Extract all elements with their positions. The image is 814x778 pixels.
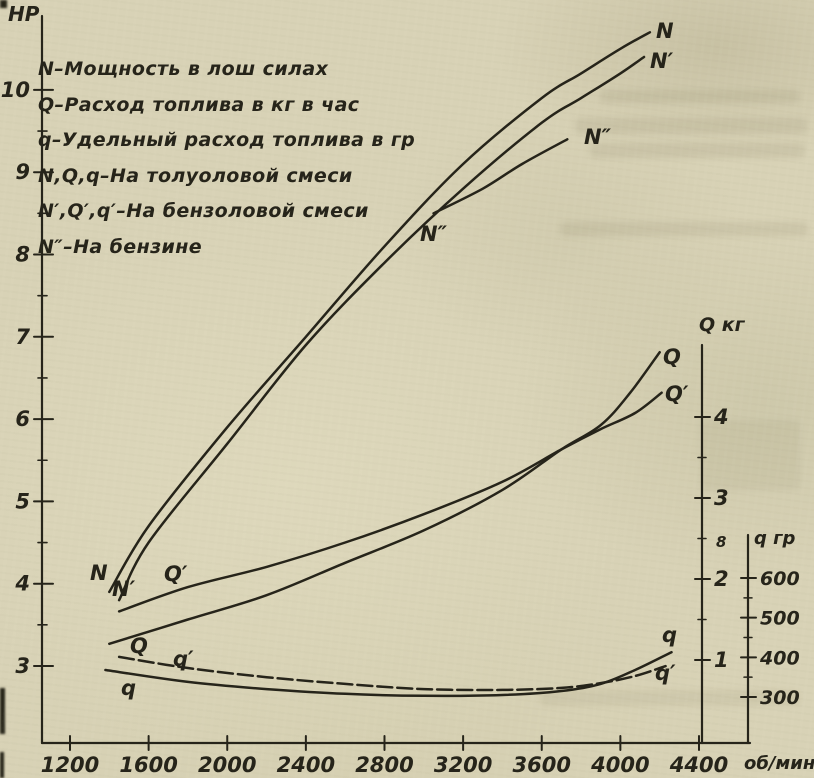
page-bleedthrough	[560, 222, 808, 236]
x-tick-label: 4000	[590, 753, 649, 777]
curve-label-Q-end: Q	[663, 345, 681, 369]
hp-tick-label: 7	[15, 325, 30, 349]
curve-N′	[117, 55, 646, 602]
curve-label-q-end: q	[662, 623, 677, 647]
hp-tick-label: 3	[15, 654, 30, 678]
q-g-tick-label: 600	[760, 568, 800, 590]
hp-tick-label: 9	[15, 160, 30, 184]
legend-line-specific-rate: q–Удельный расход топлива в гр	[38, 129, 416, 151]
x-tick-label: 1600	[119, 753, 177, 777]
q-kg-tick-label: 1	[714, 648, 729, 672]
axis-artifact-glyph: 8	[716, 533, 727, 551]
q-kg-tick-label: 3	[714, 486, 729, 510]
curve-Q′	[117, 391, 663, 613]
curve-label-N′-end: N′	[650, 49, 674, 73]
page-bleedthrough	[600, 90, 800, 103]
curve-label-q-start: q	[121, 676, 136, 700]
curve-label-N-start: N	[90, 561, 108, 585]
hp-tick-label: 10	[1, 78, 30, 102]
q-g-axis-label: q гр	[754, 528, 796, 549]
curve-label-Q-start: Q	[130, 634, 148, 658]
hp-tick-label: 5	[15, 489, 30, 513]
hp-axis-label: НР	[8, 2, 40, 26]
x-tick-label: 3600	[513, 753, 571, 777]
legend-line-power: N–Мощность в лош силах	[38, 58, 329, 80]
q-g-tick-label: 400	[759, 647, 800, 669]
legend: N–Мощность в лош силах Q–Расход топлива …	[38, 52, 458, 265]
curve-label-N″-start: N″	[420, 222, 448, 246]
scan-edge-mark	[0, 0, 7, 8]
rpm-unit-label: об/мин	[744, 753, 814, 774]
legend-line-fuel-rate: Q–Расход топлива в кг в час	[38, 93, 360, 116]
x-tick-label: 1200	[41, 753, 99, 777]
curve-label-N′-start: N′	[112, 577, 136, 601]
q-kg-tick-label: 4	[713, 405, 729, 429]
hp-tick-label: 4	[14, 572, 30, 596]
curve-q′	[117, 655, 667, 692]
x-tick-label: 4400	[669, 753, 728, 777]
q-g-tick-label: 500	[760, 608, 800, 630]
curve-N″	[432, 138, 569, 215]
curve-label-N-end: N	[656, 19, 674, 43]
x-tick-label: 3200	[434, 753, 492, 777]
scan-edge-mark	[0, 688, 5, 734]
x-tick-label: 2800	[355, 753, 413, 777]
x-tick-label: 2400	[277, 753, 335, 777]
curve-label-Q′-end: Q′	[665, 382, 689, 406]
curve-label-N″-end: N″	[584, 125, 612, 149]
curve-N	[108, 31, 652, 594]
q-kg-axis-label: Q кг	[699, 314, 745, 336]
hp-tick-label: 8	[15, 243, 30, 267]
q-kg-tick-label: 2	[714, 567, 729, 591]
scan-edge-mark	[0, 752, 4, 778]
curve-label-q′-start: q′	[173, 647, 194, 671]
q-g-tick-label: 300	[760, 687, 800, 709]
page-bleedthrough	[575, 118, 807, 134]
x-tick-label: 2000	[198, 753, 256, 777]
legend-line-benzene: N′,Q′,q′–На бензоловой смеси	[38, 200, 369, 222]
curve-label-Q′-start: Q′	[164, 562, 188, 586]
page-bleedthrough	[700, 420, 800, 490]
curve-label-q′-end: q′	[655, 661, 676, 685]
legend-line-gasoline: N″–На бензине	[38, 235, 203, 258]
hp-tick-label: 6	[15, 407, 30, 431]
legend-line-toluene: N,Q,q–На толуоловой смеси	[38, 164, 353, 187]
curve-q	[104, 650, 673, 698]
page-bleedthrough	[590, 143, 805, 158]
curve-Q	[108, 350, 661, 646]
page-bleedthrough	[540, 690, 800, 706]
